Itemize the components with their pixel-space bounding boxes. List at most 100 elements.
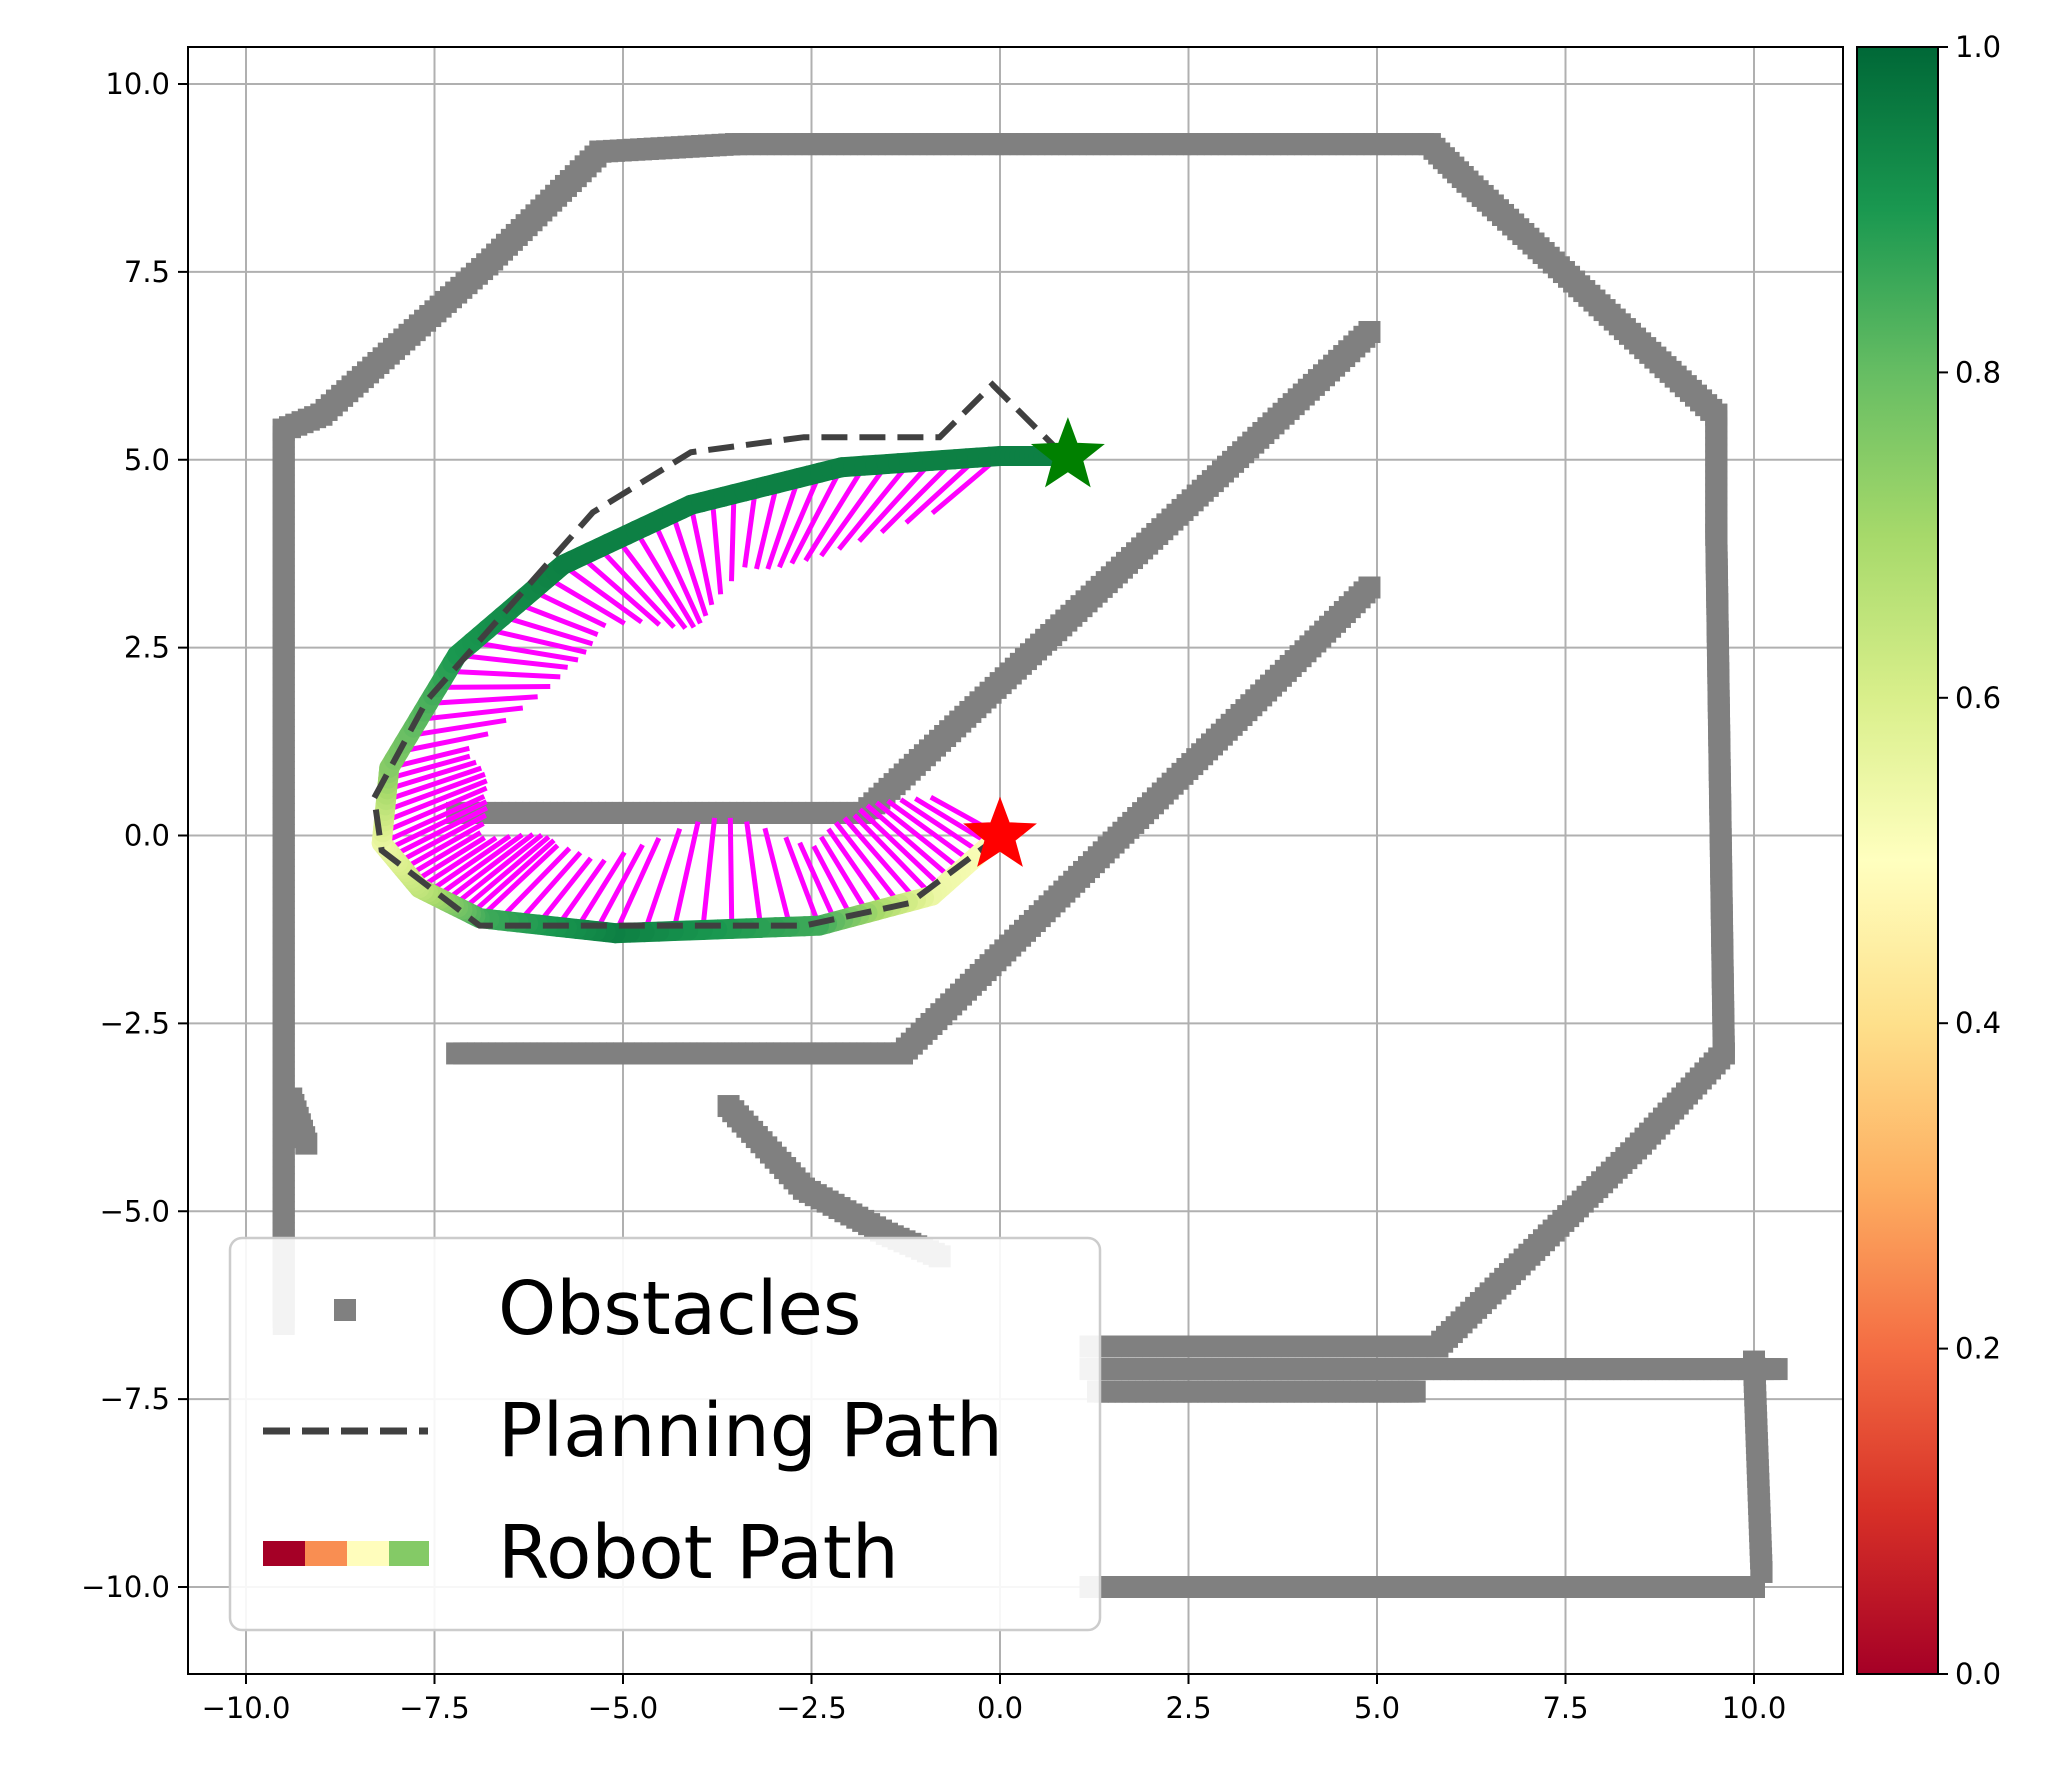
colorbar-axis: 0.0 0.2 0.4 0.6 0.8 1.0 [1938, 30, 2001, 1691]
heading-arrow-76 [402, 821, 485, 871]
legend-label-planning-path: Planning Path [498, 1388, 1003, 1474]
y-tick-label-7: −7.5 [100, 1382, 170, 1416]
heading-arrow-24 [811, 844, 854, 919]
heading-arrow-94 [386, 759, 477, 792]
obstacle-point-1-99 [1765, 1358, 1788, 1381]
legend-robot-swatch-3 [347, 1541, 389, 1566]
heading-arrow-8 [874, 800, 963, 872]
colorbar-tick-label-5: 1.0 [1955, 30, 2001, 64]
heading-arrow-48 [555, 858, 607, 929]
heading-arrow-126 [561, 562, 644, 625]
obstacles-series [272, 133, 1788, 1598]
obstacle-wall-0 [272, 133, 1735, 1358]
obstacle-wall-8 [280, 1087, 318, 1155]
heading-arrow-90 [384, 771, 486, 814]
heading-arrow-10 [865, 803, 954, 881]
heading-arrow-80 [391, 805, 489, 859]
heading-arrow-112 [456, 652, 568, 670]
heading-arrow-88 [382, 778, 488, 824]
heading-arrow-46 [574, 850, 627, 931]
planning-path-line [371, 380, 1063, 929]
obstacle-wall-1 [1079, 1358, 1788, 1381]
heading-arrow-14 [852, 813, 934, 898]
x-tick-label-1: −7.5 [399, 1691, 469, 1725]
heading-arrow-34 [727, 817, 735, 929]
obstacle-point-6-160 [1358, 576, 1381, 599]
heading-arrow-156 [803, 464, 867, 562]
heading-arrow-36 [700, 817, 718, 931]
x-tick-label-3: −2.5 [776, 1691, 846, 1725]
legend-robot-swatch-1 [263, 1541, 305, 1566]
heading-arrow-58 [469, 838, 556, 916]
heading-arrow-62 [452, 832, 544, 908]
heading-arrow-50 [535, 856, 593, 927]
heading-arrow-150 [765, 477, 801, 570]
heading-arrow-120 [516, 601, 599, 637]
heading-arrow-106 [427, 694, 538, 706]
obstacle-wall-7 [717, 1095, 951, 1268]
heading-arrow-96 [387, 753, 471, 782]
heading-arrow-2 [913, 796, 992, 847]
heading-arrow-52 [516, 850, 583, 925]
heading-arrow-144 [728, 494, 737, 582]
plot-frame [187, 46, 1844, 1675]
heading-arrow-40 [642, 827, 683, 933]
y-tick-label-0: 10.0 [105, 67, 170, 101]
heading-arrow-134 [633, 529, 697, 629]
heading-arrow-66 [435, 832, 524, 899]
heading-arrow-128 [579, 554, 662, 627]
heading-arrow-84 [380, 794, 486, 846]
heading-arrow-16 [842, 816, 918, 902]
heading-arrow-30 [762, 827, 793, 928]
heading-arrow-64 [443, 832, 535, 903]
x-tick-label-2: −5.0 [588, 1691, 658, 1725]
heading-arrow-12 [858, 807, 944, 889]
heading-arrow-130 [597, 546, 676, 629]
heading-arrow-28 [783, 836, 822, 927]
heading-arrow-86 [381, 785, 488, 835]
heading-arrow-56 [478, 843, 560, 920]
heading-arrow-154 [789, 466, 844, 565]
colorbar-tick-label-3: 0.6 [1955, 681, 2001, 715]
heading-arrow-26 [797, 841, 838, 923]
heading-arrow-4 [899, 797, 982, 855]
x-tick-label-6: 5.0 [1354, 1691, 1400, 1725]
y-tick-label-1: 7.5 [124, 255, 170, 289]
heading-arrow-158 [819, 462, 889, 558]
heading-arrow-6 [886, 798, 973, 864]
heading-arrow-108 [437, 684, 551, 690]
legend-obstacles-swatch [334, 1299, 356, 1321]
planning-path-series [371, 380, 1063, 929]
colorbar-tick-label-4: 0.8 [1955, 355, 2001, 389]
legend-label-obstacles: Obstacles [498, 1266, 861, 1352]
heading-arrow-122 [531, 588, 607, 629]
heading-arrow-32 [744, 821, 764, 929]
colorbar [1856, 46, 1939, 1675]
heading-arrow-148 [754, 482, 780, 570]
goal-marker-star [1030, 417, 1105, 488]
heading-arrow-160 [837, 460, 912, 551]
heading-arrow-152 [777, 471, 823, 569]
heading-arrow-18 [833, 821, 902, 906]
heading-arrow-74 [407, 830, 482, 878]
heading-arrow-140 [688, 504, 715, 606]
y-tick-label-5: −2.5 [100, 1006, 170, 1040]
heading-arrow-162 [857, 459, 934, 543]
y-axis: 10.0 7.5 5.0 2.5 0.0 −2.5 −5.0 −7.5 −10.0 [81, 67, 188, 1604]
y-tick-label-8: −10.0 [81, 1570, 170, 1604]
heading-arrow-20 [826, 827, 886, 910]
colorbar-tick-label-1: 0.2 [1955, 1332, 2001, 1366]
heading-arrow-70 [418, 835, 498, 891]
heading-arrow-110 [447, 668, 561, 680]
heading-arrow-100 [398, 731, 489, 755]
start-goal-markers [963, 417, 1105, 867]
obstacle-wall-2 [1087, 1380, 1426, 1403]
y-tick-label-2: 5.0 [124, 443, 170, 477]
colorbar-tick-label-0: 0.0 [1955, 1657, 2001, 1691]
heading-arrow-104 [418, 705, 524, 723]
heading-arrow-68 [426, 833, 512, 895]
legend: Obstacles Planning Path Robot Path [228, 1236, 1102, 1632]
heading-arrow-116 [486, 626, 587, 655]
heading-arrow-136 [651, 520, 703, 625]
